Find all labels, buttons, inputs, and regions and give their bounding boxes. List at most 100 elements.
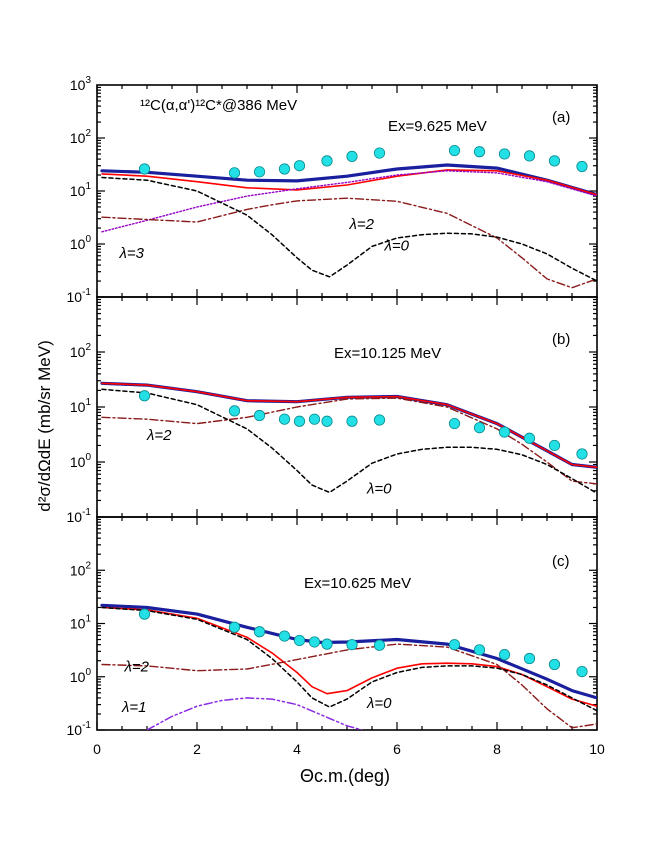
y-tick-label: 101: [70, 614, 92, 632]
curve-label: λ=0: [366, 480, 392, 497]
data-point: [346, 415, 358, 427]
panel-b-label: (b): [552, 331, 570, 348]
series-dotted-line: [101, 170, 597, 233]
series-dash-dot-dot-line: [146, 697, 363, 730]
y-tick-label: 100: [70, 234, 92, 252]
x-tick-label: 8: [493, 741, 501, 757]
data-point: [523, 432, 536, 444]
curve-label: λ=0: [366, 695, 392, 712]
data-point: [138, 390, 151, 402]
x-tick-label: 4: [293, 741, 301, 757]
panel-b-energy: Ex=10.125 MeV: [334, 345, 441, 362]
panel-frame: [96, 516, 598, 731]
panel-c: (c) Ex=10.625 MeV 10-1 100 101 102 λ=2 λ=1 λ=0: [67, 516, 598, 738]
series-total-line: [100, 603, 597, 700]
data-point: [473, 146, 486, 158]
y-tick-label: 10-1: [67, 287, 92, 305]
data-point: [253, 409, 266, 422]
series-dashed-line: [101, 606, 597, 712]
panel-a-energy: Ex=9.625 MeV: [388, 118, 487, 135]
data-point: [473, 644, 486, 656]
data-point: [321, 638, 333, 650]
y-tick-label: 102: [70, 342, 92, 360]
x-tick-label: 10: [589, 741, 605, 757]
data-point: [576, 160, 588, 173]
series-dash-dot-line: [101, 397, 597, 485]
data-point: [473, 422, 486, 434]
curve-label: λ=1: [121, 699, 147, 716]
data-point: [498, 649, 511, 661]
x-tick-label: 6: [393, 741, 401, 757]
data-point: [321, 415, 333, 427]
curve-label: λ=2: [349, 216, 375, 233]
data-point: [448, 417, 461, 430]
panel-c-label: (c): [552, 553, 570, 570]
data-point: [498, 148, 511, 160]
y-tick-label: 101: [70, 181, 92, 199]
y-tick-label: 101: [70, 397, 92, 415]
series-sum-line: [101, 169, 597, 196]
data-point: [138, 608, 151, 620]
series-dash-dot-line: [101, 197, 597, 289]
curve-label: λ=0: [384, 238, 410, 255]
data-point: [576, 448, 588, 460]
series-group: [100, 381, 597, 495]
data-point: [228, 621, 241, 633]
data-point: [523, 150, 536, 162]
data-point: [228, 167, 241, 179]
series-sum-line: [101, 606, 597, 707]
series-dashed-line: [101, 176, 597, 282]
data-point: [293, 415, 306, 427]
data-point: [346, 150, 358, 162]
curve-label: λ=2: [124, 659, 150, 676]
panel-a-label: (a): [552, 109, 570, 126]
x-axis-label: Θc.m.(deg): [300, 766, 390, 786]
x-tick-label: 0: [93, 741, 101, 757]
series-total-line: [100, 163, 597, 197]
curve-label: λ=3: [119, 245, 145, 262]
x-tick-label: 2: [193, 741, 201, 757]
curve-label: λ=2: [146, 427, 172, 444]
series-dashed-line: [101, 388, 597, 495]
panel-frame: [96, 296, 598, 518]
data-point: [278, 163, 291, 175]
data-point: [228, 405, 241, 417]
data-point: [308, 413, 321, 425]
y-tick-label: 103: [70, 75, 92, 93]
series-group: [100, 603, 597, 730]
series-group: [100, 163, 597, 289]
y-tick-label: 100: [70, 667, 92, 685]
data-point: [253, 626, 266, 638]
y-axis-label: d²σ/dΩdE (mb/sr MeV): [35, 340, 54, 512]
data-point: [308, 636, 321, 648]
data-point: [253, 166, 266, 178]
data-point: [548, 439, 561, 452]
data-point: [278, 413, 291, 425]
data-point: [548, 155, 561, 167]
data-point: [498, 426, 511, 438]
data-point: [346, 639, 358, 651]
data-point: [576, 665, 588, 678]
data-point: [548, 658, 561, 671]
data-point: [448, 639, 461, 651]
y-tick-label: 102: [70, 128, 92, 146]
reaction-title: ¹²C(α,α')¹²C*@386 MeV: [140, 97, 297, 114]
data-point: [138, 163, 151, 175]
data-point: [373, 414, 386, 426]
panel-c-energy: Ex=10.625 MeV: [304, 575, 411, 592]
data-point: [293, 160, 306, 172]
data-point: [523, 652, 536, 665]
y-tick-label: 100: [70, 452, 92, 470]
data-point: [373, 147, 386, 159]
panel-b: (b) Ex=10.125 MeV 10-1 100 101 102 λ=2 λ=0: [67, 296, 598, 525]
panel-a: ¹²C(α,α')¹²C*@386 MeV (a) Ex=9.625 MeV 1…: [67, 75, 598, 305]
data-point: [448, 144, 461, 157]
y-tick-label: 10-1: [67, 507, 92, 525]
data-point: [373, 639, 386, 651]
data-point: [321, 155, 333, 167]
data-point: [293, 634, 306, 647]
data-point: [278, 630, 291, 642]
y-tick-label: 10-1: [67, 720, 92, 738]
series-dash-dot-line: [101, 643, 597, 729]
